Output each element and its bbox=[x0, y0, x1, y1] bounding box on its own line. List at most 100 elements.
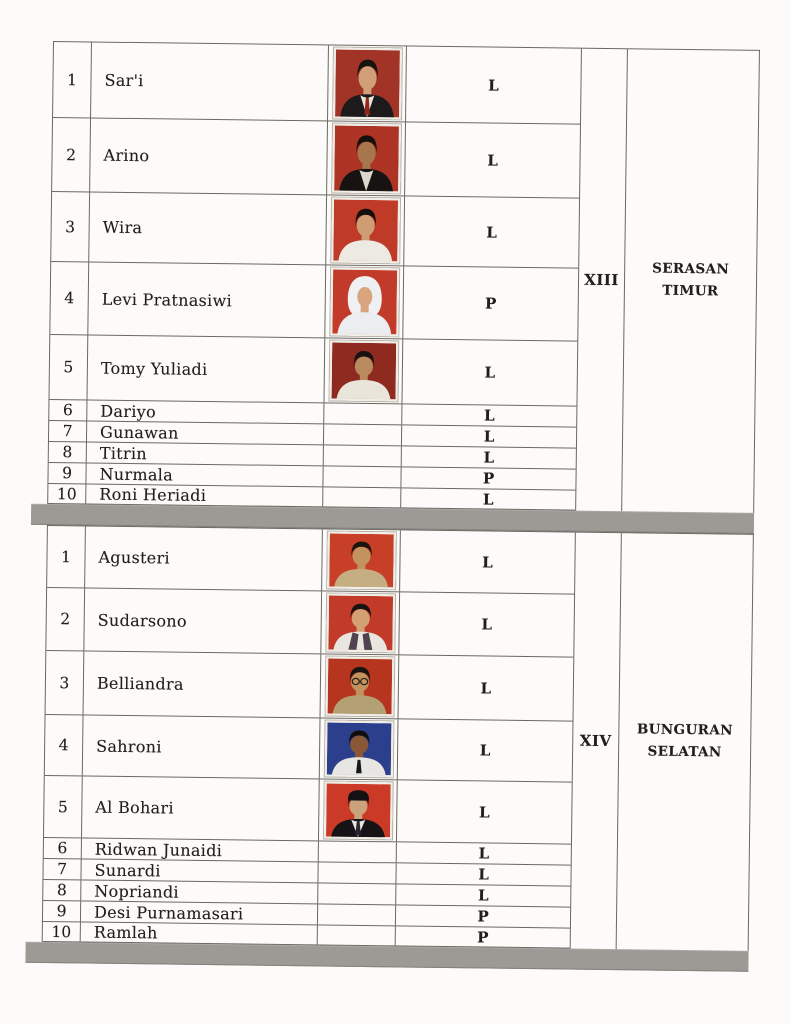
member-name-cell: Arino bbox=[90, 118, 329, 195]
member-number: 8 bbox=[62, 443, 73, 462]
member-name: Al Bohari bbox=[95, 797, 174, 818]
member-row: 4 Sahroni L bbox=[44, 714, 573, 783]
member-number-cell: 5 bbox=[49, 334, 89, 400]
personnel-table: 1 Sar'i L 2 Arino L 3 Wira L 4 Levi Pratnasiwi P 5 To… bbox=[25, 41, 760, 972]
member-name: Belliandra bbox=[96, 673, 184, 694]
member-name-cell: Levi Pratnasiwi bbox=[88, 262, 327, 338]
member-number-cell: 6 bbox=[49, 399, 88, 421]
gender-value: L bbox=[477, 886, 489, 905]
gender-value-cell: P bbox=[401, 467, 575, 489]
member-number-cell: 8 bbox=[43, 879, 82, 901]
gender-value: P bbox=[477, 927, 489, 947]
portrait-photo bbox=[330, 197, 400, 264]
member-name-cell: Ramlah bbox=[80, 922, 318, 945]
member-name-cell: Sudarsono bbox=[84, 588, 323, 654]
photo-cell bbox=[318, 862, 397, 884]
member-row: 2 Sudarsono L bbox=[46, 587, 575, 658]
member-name-cell: Nopriandi bbox=[81, 880, 319, 904]
region-name: SERASAN TIMUR bbox=[652, 260, 730, 300]
member-name: Nurmala bbox=[99, 464, 174, 485]
member-row: 4 Levi Pratnasiwi P bbox=[50, 261, 579, 342]
member-name-cell: Al Bohari bbox=[81, 776, 320, 841]
member-number: 6 bbox=[57, 839, 68, 858]
photo-cell bbox=[325, 265, 405, 339]
member-number-cell: 2 bbox=[46, 587, 86, 651]
member-number: 7 bbox=[62, 422, 73, 441]
member-name-cell: Ridwan Junaidi bbox=[81, 838, 319, 862]
gender-value-cell: L bbox=[396, 884, 570, 906]
member-name-cell: Roni Heriadi bbox=[86, 484, 324, 507]
member-name-cell: Nurmala bbox=[86, 463, 324, 487]
member-name: Wira bbox=[102, 217, 143, 238]
gender-value-cell: L bbox=[402, 446, 576, 468]
photo-cell bbox=[318, 779, 398, 842]
member-number: 4 bbox=[58, 736, 69, 755]
member-name: Roni Heriadi bbox=[99, 484, 207, 505]
photo-cell bbox=[323, 445, 402, 467]
photo-cell bbox=[323, 424, 403, 446]
gender-value-cell: L bbox=[400, 530, 575, 593]
gender-value: L bbox=[483, 427, 495, 446]
member-name-cell: Wira bbox=[89, 192, 328, 265]
gender-value-cell: L bbox=[405, 122, 580, 197]
gender-value-cell: L bbox=[397, 780, 572, 843]
member-number-cell: 7 bbox=[43, 858, 82, 880]
gender-value: P bbox=[477, 907, 489, 926]
photo-cell bbox=[318, 883, 397, 905]
member-name: Agusteri bbox=[98, 547, 171, 568]
gender-value-cell: L bbox=[402, 425, 576, 447]
member-name: Sar'i bbox=[104, 70, 144, 91]
member-name: Ridwan Junaidi bbox=[94, 839, 223, 860]
member-name-cell: Agusteri bbox=[85, 526, 323, 591]
region-section-XIII: 1 Sar'i L 2 Arino L 3 Wira L 4 Levi Pratnasiwi P 5 To… bbox=[47, 41, 760, 513]
region-section-XIV: 1 Agusteri L 2 Sudarsono L 3 Belliandra L 4 Sahron… bbox=[41, 524, 754, 951]
portrait-photo bbox=[326, 531, 396, 590]
gender-value: L bbox=[483, 406, 495, 425]
member-number-cell: 8 bbox=[48, 441, 87, 463]
member-name-cell: Sahroni bbox=[82, 715, 321, 779]
region-number: XIII bbox=[584, 270, 619, 290]
gender-value-cell: P bbox=[396, 926, 570, 947]
member-name-cell: Gunawan bbox=[86, 421, 325, 445]
member-number: 2 bbox=[60, 610, 71, 629]
member-number: 10 bbox=[51, 922, 72, 941]
member-row: 2 Arino L bbox=[52, 118, 580, 199]
member-row: 5 Tomy Yuliadi L bbox=[49, 334, 578, 407]
member-number: 8 bbox=[56, 881, 67, 900]
member-number: 1 bbox=[60, 547, 72, 566]
gender-value-cell: P bbox=[403, 266, 578, 340]
member-name: Sahroni bbox=[96, 736, 162, 756]
member-name: Ramlah bbox=[93, 922, 158, 943]
gender-value: L bbox=[478, 865, 489, 884]
portrait-photo bbox=[329, 340, 398, 402]
portrait-photo bbox=[325, 656, 394, 717]
gender-value-cell: L bbox=[404, 196, 579, 267]
member-row: 3 Belliandra L bbox=[45, 650, 574, 722]
gender-value: L bbox=[483, 448, 495, 467]
member-name-cell: Desi Purnamasari bbox=[80, 901, 319, 925]
gender-value: L bbox=[481, 615, 493, 634]
member-row: 5 Al Bohari L bbox=[43, 775, 572, 845]
member-name: Desi Purnamasari bbox=[93, 902, 244, 923]
member-name: Tomy Yuliadi bbox=[100, 358, 208, 379]
gender-value: L bbox=[484, 363, 496, 382]
member-number-cell: 4 bbox=[44, 714, 84, 776]
member-number: 4 bbox=[64, 289, 75, 308]
member-name: Levi Pratnasiwi bbox=[101, 289, 233, 310]
photo-cell bbox=[323, 466, 402, 488]
member-number-cell: 3 bbox=[51, 192, 91, 262]
member-number-cell: 3 bbox=[45, 650, 85, 715]
photo-cell bbox=[322, 529, 401, 592]
member-number: 9 bbox=[62, 464, 73, 483]
member-number-cell: 10 bbox=[48, 483, 87, 504]
portrait-photo bbox=[329, 267, 399, 337]
member-row: 1 Sar'i L bbox=[53, 42, 581, 125]
member-number-cell: 6 bbox=[43, 837, 82, 859]
gender-value: L bbox=[486, 222, 498, 242]
member-number-cell: 9 bbox=[42, 900, 82, 922]
photo-cell bbox=[317, 904, 397, 926]
gender-value: L bbox=[488, 75, 499, 95]
gender-value-cell: L bbox=[399, 655, 574, 720]
portrait-photo bbox=[332, 47, 402, 120]
member-name-cell: Tomy Yuliadi bbox=[87, 335, 326, 403]
